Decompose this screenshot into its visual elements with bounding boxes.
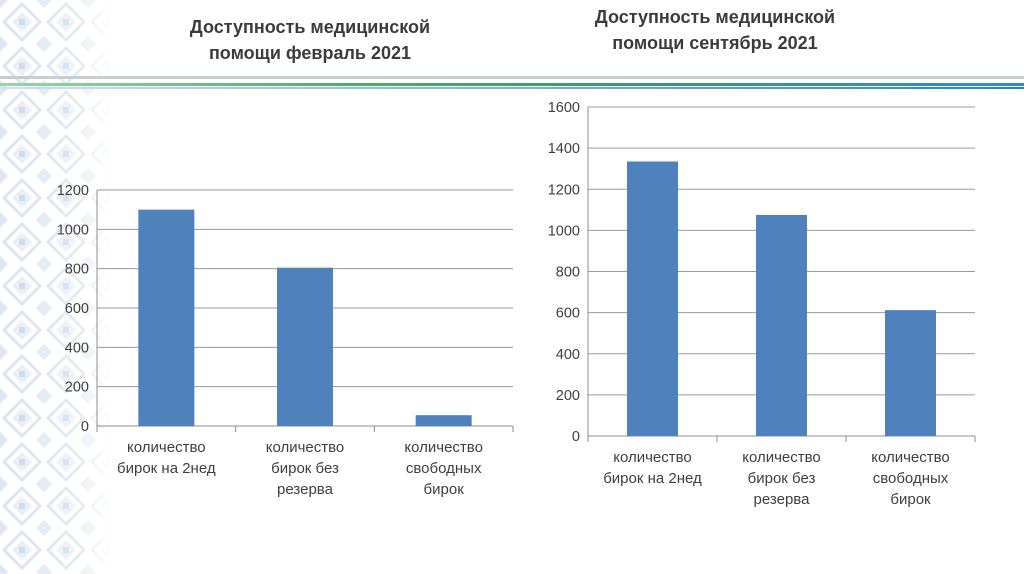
x-category-label-line: бирок на 2нед [117,460,216,477]
y-tick-label: 1200 [548,182,580,198]
y-tick-label: 800 [556,265,580,281]
header-rule-blue [0,87,1024,89]
chart-title-line: помощи сентябрь 2021 [612,33,818,53]
x-category-label: количество свободных бирок [404,439,483,498]
y-tick-label: 0 [81,419,89,435]
x-category-label-line: бирок на 2нед [603,470,702,487]
y-tick-label: 800 [65,262,89,278]
x-category-label-line: количество [871,449,950,466]
chart-title-line: Доступность медицинской [594,7,836,27]
x-category-label: количество бирок без резерва [742,449,821,508]
x-category-label-line: бирок без [271,460,339,477]
y-tick-label: 400 [556,347,580,363]
x-category-label: количество свободных бирок [871,449,950,508]
x-category-label-line: свободных [406,460,482,477]
x-category-label-line: количество [404,439,483,456]
y-tick-label: 1600 [548,100,580,116]
x-category-label-line: количество [613,449,692,466]
x-category-label-line: бирок без [748,470,816,487]
x-category-label-line: резерва [754,491,811,508]
y-tick-label: 200 [65,380,89,396]
y-tick-label: 600 [556,306,580,322]
y-tick-label: 200 [556,388,580,404]
x-category-label-line: резерва [277,481,334,498]
y-tick-label: 600 [65,301,89,317]
bar [627,161,678,436]
bar [415,415,472,426]
header-rule-green [0,83,1024,86]
chart-title-line: Доступность медицинской [189,17,431,37]
x-category-label-line: количество [742,449,821,466]
chart-title-february: Доступность медицинской помощи февраль 2… [150,14,470,66]
y-tick-label: 1200 [57,183,89,199]
header-rule-grey [0,76,1024,79]
x-category-label: количество бирок без резерва [266,439,345,498]
x-category-label: количество бирок на 2нед [117,439,216,477]
bar [885,310,936,436]
chart-title-september: Доступность медицинской помощи сентябрь … [555,4,875,56]
x-category-label-line: свободных [873,470,949,487]
y-tick-label: 1400 [548,141,580,157]
y-tick-label: 1000 [57,222,89,238]
chart-title-line: помощи февраль 2021 [208,43,412,63]
bar [277,267,333,426]
bar [756,214,807,436]
x-category-label-line: количество [127,439,206,456]
y-tick-label: 1000 [548,223,580,239]
x-category-label-line: бирок [424,481,465,498]
x-category-label-line: количество [266,439,345,456]
bar [138,209,195,426]
x-category-label-line: бирок [890,491,931,508]
y-tick-label: 0 [572,429,580,445]
decorative-ornament [0,0,110,574]
y-tick-label: 400 [65,340,89,356]
x-category-label: количество бирок на 2нед [603,449,702,487]
